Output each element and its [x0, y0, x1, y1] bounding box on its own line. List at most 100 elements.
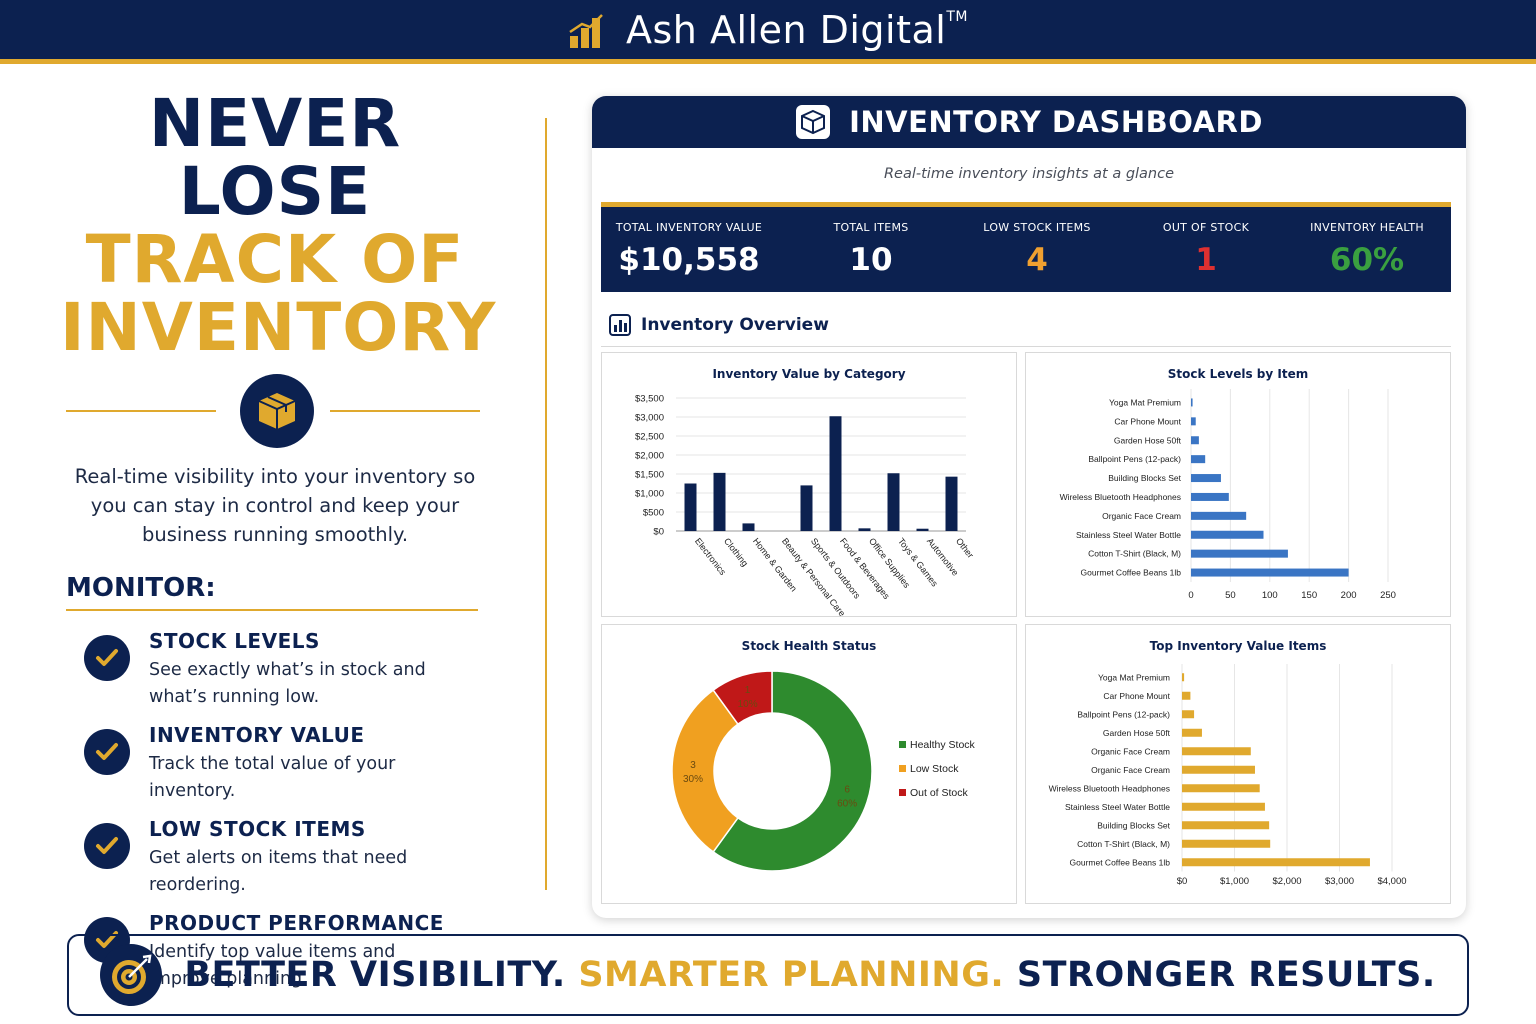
- y-tick-label: Ballpoint Pens (12-pack): [1077, 709, 1170, 719]
- chart-icon: [609, 314, 631, 336]
- checkmark-icon: [84, 635, 130, 681]
- dashboard-title: INVENTORY DASHBOARD: [849, 105, 1263, 139]
- slogan-part-3: STRONGER RESULTS.: [1016, 955, 1436, 995]
- feature-item: STOCK LEVELS See exactly what’s in stock …: [60, 617, 490, 711]
- bar: [1191, 436, 1199, 445]
- monitor-heading: MONITOR:: [66, 573, 216, 603]
- bar: [684, 483, 697, 531]
- dashboard-header: INVENTORY DASHBOARD: [592, 96, 1466, 148]
- overview-heading: Inventory Overview: [609, 314, 829, 336]
- legend-swatch: [899, 789, 906, 796]
- feature-item: LOW STOCK ITEMS Get alerts on items that …: [60, 805, 490, 899]
- chart-title: Top Inventory Value Items: [1149, 639, 1327, 653]
- slice-percent-label: 30%: [683, 774, 703, 785]
- y-tick-label: Stainless Steel Water Bottle: [1076, 530, 1181, 540]
- bottom-banner: BETTER VISIBILITY. SMARTER PLANNING. STR…: [67, 934, 1469, 1016]
- bar: [1191, 511, 1247, 520]
- y-tick-label: Organic Face Cream: [1091, 746, 1170, 756]
- bar: [1182, 858, 1370, 867]
- kpi-value: 10: [849, 242, 893, 278]
- slogan-part-2: SMARTER PLANNING.: [578, 955, 1005, 995]
- bar: [887, 473, 900, 531]
- overview-title: Inventory Overview: [641, 315, 829, 335]
- y-tick-label: Gourmet Coffee Beans 1lb: [1070, 857, 1171, 867]
- feature-title: INVENTORY VALUE: [149, 723, 365, 747]
- bar: [742, 523, 755, 531]
- kpi-value: 4: [1026, 242, 1048, 278]
- kpi-label: LOW STOCK ITEMS: [983, 221, 1091, 234]
- bar: [800, 485, 813, 531]
- slogan-part-1: BETTER VISIBILITY.: [184, 955, 566, 995]
- feature-title: LOW STOCK ITEMS: [149, 817, 366, 841]
- legend-label: Low Stock: [910, 763, 959, 775]
- legend-swatch: [899, 765, 906, 772]
- bar: [858, 528, 871, 531]
- bar: [1191, 492, 1229, 501]
- y-tick-label: $500: [643, 508, 664, 519]
- y-tick-label: Cotton T-Shirt (Black, M): [1077, 839, 1170, 849]
- kpi-label: TOTAL ITEMS: [833, 221, 909, 234]
- trademark: TM: [946, 8, 968, 25]
- slice-percent-label: 10%: [738, 699, 758, 710]
- x-tick-label: Clothing: [722, 536, 750, 568]
- x-tick-label: $3,000: [1325, 876, 1354, 887]
- feature-description: Identify top value items and improve pla…: [149, 942, 396, 989]
- left-column: NEVER LOSE TRACK OF INVENTORY Real-time …: [60, 90, 495, 993]
- package-box-icon: [796, 105, 831, 139]
- y-tick-label: Building Blocks Set: [1108, 473, 1181, 483]
- bar: [1182, 839, 1271, 848]
- kpi-card: TOTAL ITEMS 10: [781, 221, 961, 278]
- y-tick-label: Organic Face Cream: [1102, 511, 1181, 521]
- bar: [1191, 455, 1206, 464]
- brand-name: Ash Allen DigitalTM: [626, 7, 968, 52]
- horizontal-bar-chart: $0 $1,000 $2,000 $3,000 $4,000 Yoga Mat Premi…: [1049, 664, 1407, 887]
- feature-item: PRODUCT PERFORMANCE Identify top value it…: [60, 899, 490, 993]
- y-tick-label: $1,500: [635, 470, 664, 481]
- slice-count-label: 3: [690, 760, 696, 771]
- bar: [1182, 802, 1265, 811]
- kpi-card: INVENTORY HEALTH 60%: [1277, 221, 1457, 278]
- x-tick-label: Other: [954, 536, 976, 560]
- donut-slice: [712, 670, 773, 726]
- legend-swatch: [899, 741, 906, 748]
- dashboard-subtitle: Real-time inventory insights at a glance: [883, 166, 1175, 182]
- bar: [1182, 784, 1260, 793]
- legend-label: Healthy Stock: [910, 739, 976, 751]
- chart-top-value-items: Top Inventory Value Items $0 $1,000 $2,000…: [1025, 624, 1451, 904]
- y-tick-label: Building Blocks Set: [1097, 820, 1170, 830]
- bar: [1182, 765, 1255, 774]
- bar: [1182, 710, 1195, 719]
- bar: [1182, 673, 1185, 682]
- kpi-value: 60%: [1329, 242, 1405, 278]
- y-tick-label: $2,000: [635, 451, 664, 462]
- kpi-card: OUT OF STOCK 1: [1116, 221, 1296, 278]
- bar: [1191, 568, 1349, 577]
- bar-chart-icon: [569, 13, 603, 48]
- chart-title: Stock Health Status: [741, 639, 877, 653]
- bar: [945, 476, 958, 531]
- slice-count-label: 1: [745, 685, 751, 696]
- slice-percent-label: 60%: [837, 798, 857, 809]
- feature-description: See exactly what’s in stock and what’s r…: [149, 660, 426, 707]
- feature-title: STOCK LEVELS: [149, 629, 320, 653]
- bar: [1182, 728, 1202, 737]
- x-tick-label: 100: [1262, 590, 1278, 601]
- y-tick-label: Garden Hose 50ft: [1103, 728, 1171, 738]
- bar: [713, 472, 726, 531]
- chart-title: Inventory Value by Category: [712, 367, 906, 381]
- bar: [1182, 821, 1270, 830]
- x-tick-label: 150: [1301, 590, 1317, 601]
- donut-chart: 6 60% 3 30% 1 10% Healthy Stock Low Stock Out of…: [671, 670, 976, 872]
- x-tick-label: $0: [1177, 876, 1188, 887]
- bar: [1182, 691, 1191, 700]
- x-tick-label: 0: [1188, 590, 1193, 601]
- slogan: BETTER VISIBILITY. SMARTER PLANNING. STR…: [184, 955, 1435, 995]
- y-tick-label: Garden Hose 50ft: [1114, 435, 1182, 445]
- bar: [1182, 747, 1251, 756]
- y-tick-label: Wireless Bluetooth Headphones: [1049, 783, 1170, 793]
- donut-slice: [712, 670, 873, 872]
- bar: [1191, 398, 1193, 407]
- kpi-value: 1: [1195, 242, 1217, 278]
- y-tick-label: Yoga Mat Premium: [1098, 672, 1170, 682]
- x-tick-label: 250: [1380, 590, 1396, 601]
